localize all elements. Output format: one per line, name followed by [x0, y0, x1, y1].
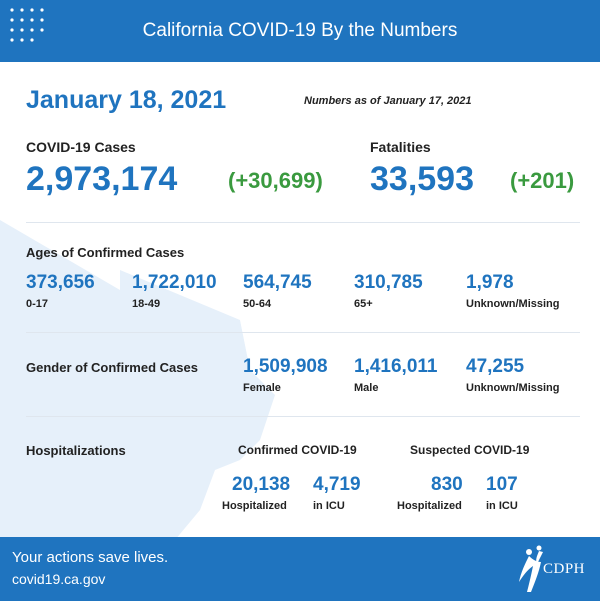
dot-grid-icon: [10, 8, 44, 42]
cases-label: COVID-19 Cases: [26, 139, 136, 155]
divider: [26, 222, 580, 223]
fatalities-change: (+201): [510, 168, 575, 193]
ages-label: Ages of Confirmed Cases: [26, 245, 185, 260]
suspected-covid-label: Suspected COVID-19: [410, 443, 530, 457]
age-unknown-label: Unknown/Missing: [466, 298, 560, 310]
confirmed-hospitalized-label: Hospitalized: [222, 500, 287, 512]
suspected-icu-label: in ICU: [486, 500, 518, 512]
cdph-logo-icon: [519, 545, 543, 592]
age-0-17-value: 373,656: [26, 272, 95, 293]
as-of-note: Numbers as of January 17, 2021: [304, 95, 472, 107]
gender-female-label: Female: [243, 382, 281, 394]
age-0-17-label: 0-17: [26, 298, 49, 310]
fatalities-value: 33,593: [370, 160, 474, 198]
report-date: January 18, 2021: [26, 86, 227, 114]
gender-male-label: Male: [354, 382, 379, 394]
divider: [26, 332, 580, 333]
confirmed-icu-value: 4,719: [313, 474, 361, 495]
gender-male-value: 1,416,011: [354, 356, 438, 377]
age-18-49-value: 1,722,010: [132, 272, 217, 293]
cdph-logo-text: CDPH: [543, 561, 586, 577]
divider: [26, 416, 580, 417]
age-50-64-label: 50-64: [243, 298, 272, 310]
gender-unknown-value: 47,255: [466, 356, 525, 377]
gender-female-value: 1,509,908: [243, 356, 328, 377]
age-65-plus-value: 310,785: [354, 272, 423, 293]
fatalities-label: Fatalities: [370, 139, 431, 155]
gender-label: Gender of Confirmed Cases: [26, 360, 198, 375]
age-unknown-value: 1,978: [466, 272, 514, 293]
footer-website-link[interactable]: covid19.ca.gov: [12, 571, 106, 587]
age-50-64-value: 564,745: [243, 272, 312, 293]
age-65-plus-label: 65+: [354, 298, 373, 310]
suspected-hospitalized-label: Hospitalized: [397, 500, 462, 512]
confirmed-covid-label: Confirmed COVID-19: [238, 443, 357, 457]
cases-value: 2,973,174: [26, 160, 178, 198]
header-banner: California COVID-19 By the Numbers: [0, 0, 600, 62]
suspected-hospitalized-value: 830: [431, 474, 463, 495]
confirmed-icu-label: in ICU: [313, 500, 345, 512]
gender-unknown-label: Unknown/Missing: [466, 382, 560, 394]
age-18-49-label: 18-49: [132, 298, 161, 310]
cases-change: (+30,699): [228, 168, 323, 193]
page-title: California COVID-19 By the Numbers: [142, 20, 458, 41]
confirmed-hospitalized-value: 20,138: [232, 474, 291, 495]
california-map-icon: [0, 220, 275, 540]
footer-tagline: Your actions save lives.: [12, 549, 169, 566]
hospitalizations-label: Hospitalizations: [26, 443, 126, 458]
footer-banner: Your actions save lives. covid19.ca.gov …: [0, 537, 600, 601]
suspected-icu-value: 107: [486, 474, 518, 495]
